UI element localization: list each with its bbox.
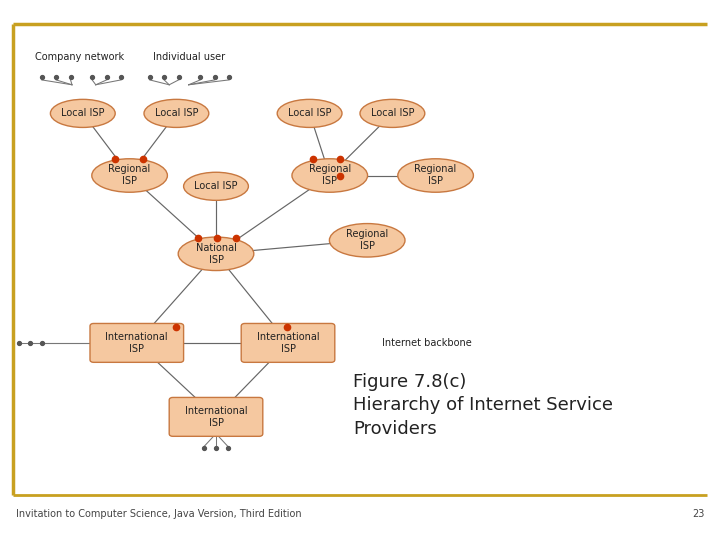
Text: Local ISP: Local ISP [371,109,414,118]
Text: Regional
ISP: Regional ISP [309,165,351,186]
Text: Individual user: Individual user [153,52,225,62]
Ellipse shape [179,237,254,271]
Ellipse shape [397,159,474,192]
Text: Regional
ISP: Regional ISP [415,165,456,186]
Text: Local ISP: Local ISP [288,109,331,118]
Text: 23: 23 [692,509,704,519]
Text: Regional
ISP: Regional ISP [346,230,388,251]
Text: Internet backbone: Internet backbone [382,338,472,348]
Ellipse shape [360,99,425,127]
Text: Local ISP: Local ISP [194,181,238,191]
Text: Company network: Company network [35,52,124,62]
Text: International
ISP: International ISP [185,406,247,428]
FancyBboxPatch shape [90,323,184,362]
Text: Regional
ISP: Regional ISP [109,165,150,186]
Ellipse shape [292,159,368,192]
Ellipse shape [277,99,342,127]
Text: National
ISP: National ISP [196,243,236,265]
Ellipse shape [184,172,248,200]
Ellipse shape [92,159,167,192]
Text: Figure 7.8(c)
Hierarchy of Internet Service
Providers: Figure 7.8(c) Hierarchy of Internet Serv… [353,373,613,438]
Text: International
ISP: International ISP [106,332,168,354]
FancyBboxPatch shape [169,397,263,436]
Text: Invitation to Computer Science, Java Version, Third Edition: Invitation to Computer Science, Java Ver… [16,509,302,519]
Ellipse shape [50,99,115,127]
Text: International
ISP: International ISP [257,332,319,354]
Ellipse shape [144,99,209,127]
Text: Local ISP: Local ISP [61,109,104,118]
Text: Local ISP: Local ISP [155,109,198,118]
FancyBboxPatch shape [241,323,335,362]
Ellipse shape [329,224,405,257]
